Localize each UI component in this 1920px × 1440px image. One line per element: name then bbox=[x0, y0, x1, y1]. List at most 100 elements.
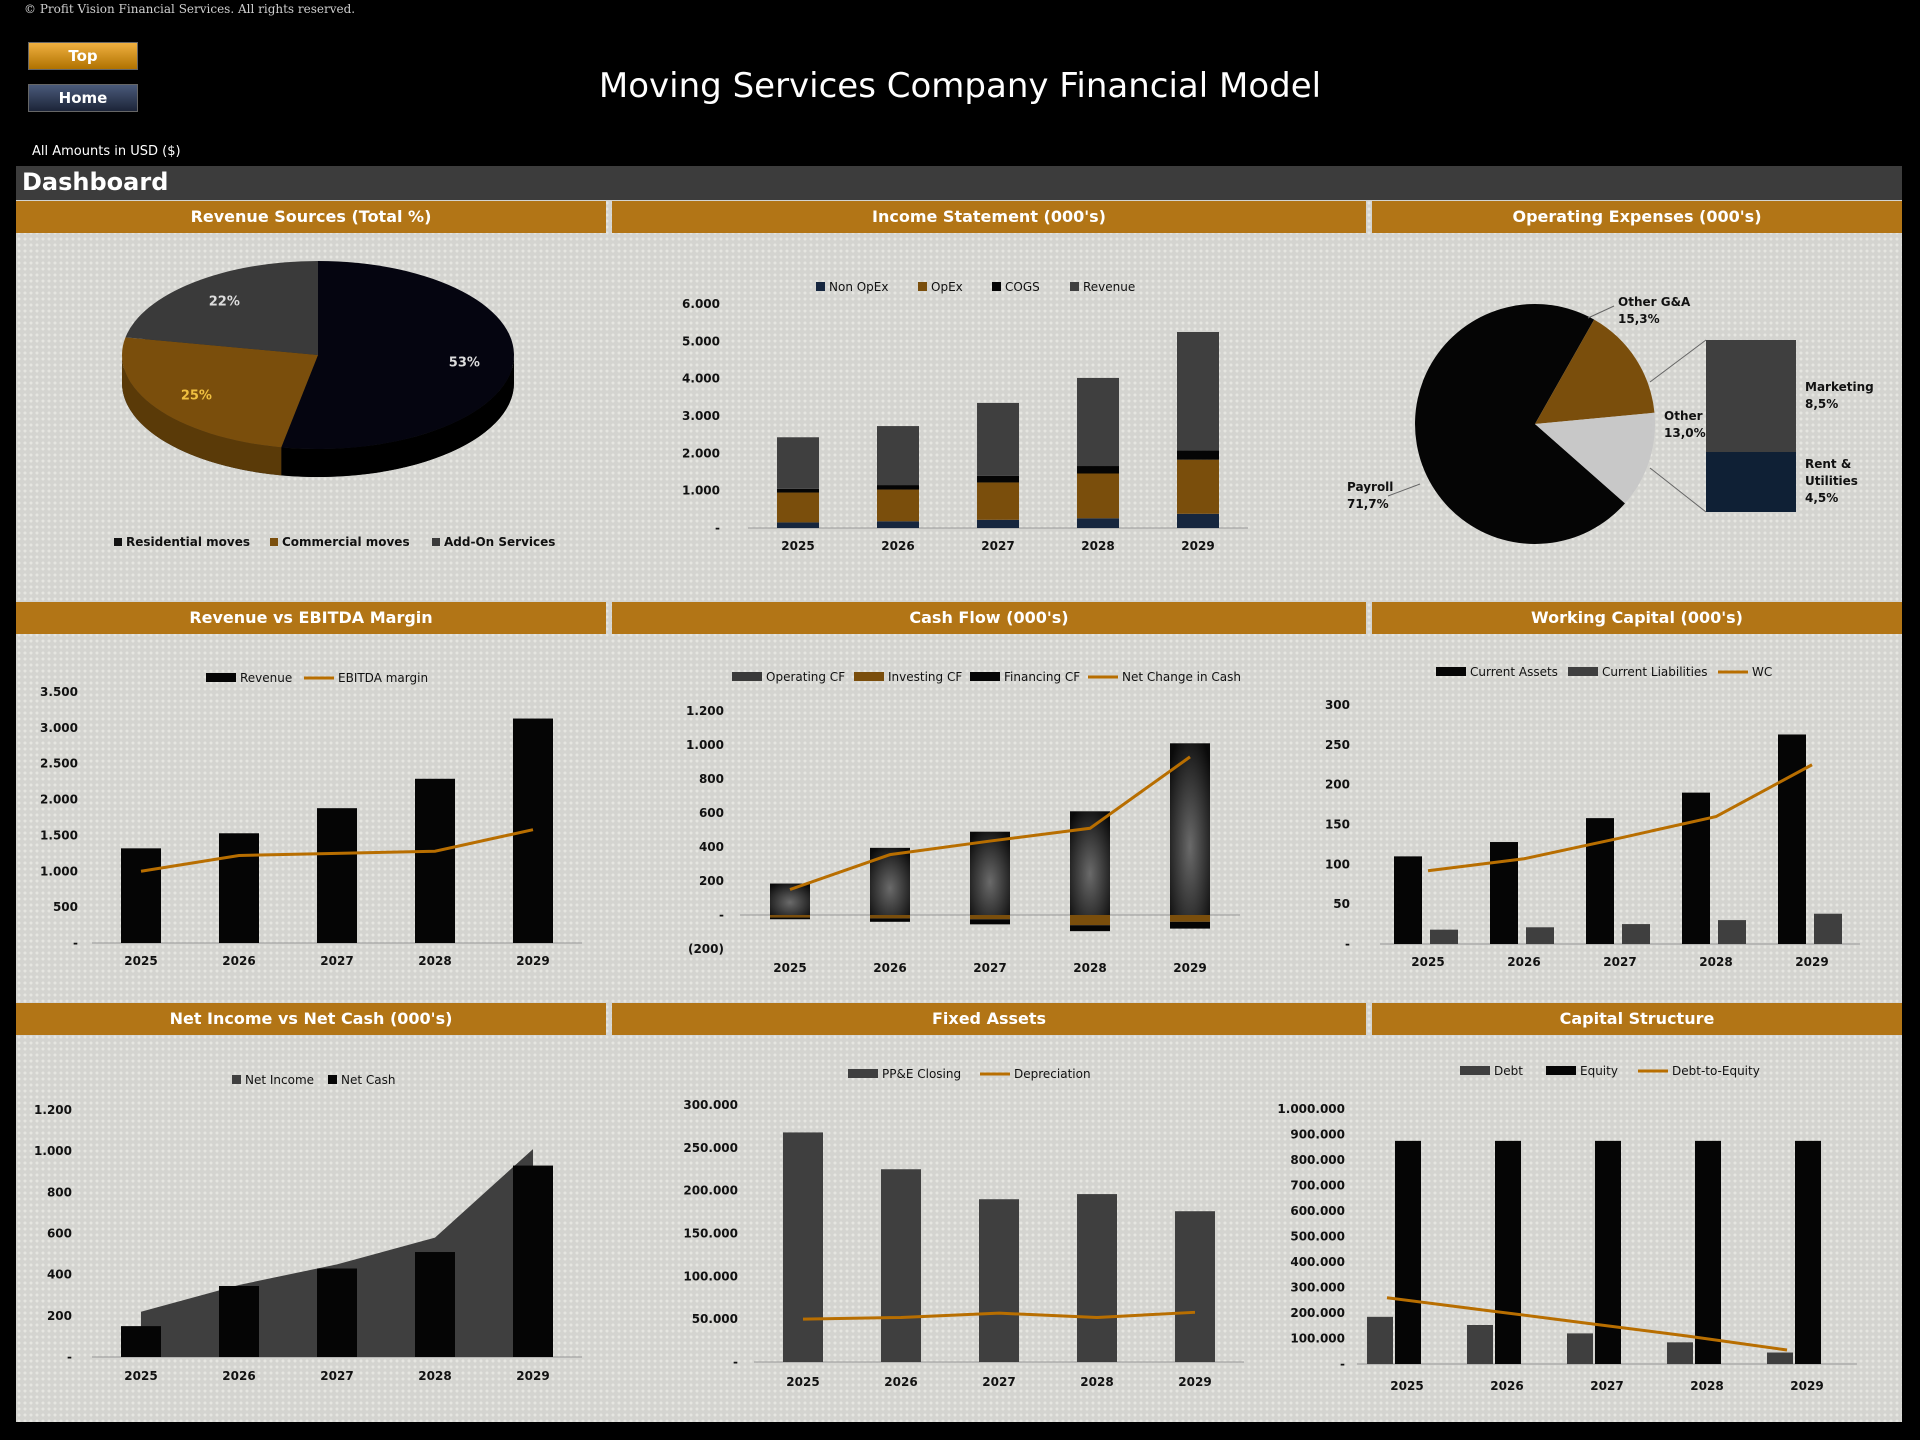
opex-label: 4,5% bbox=[1805, 491, 1838, 505]
ni-ytick: 400 bbox=[47, 1268, 72, 1282]
cf-ytick: 400 bbox=[699, 840, 724, 854]
cf-ytick: - bbox=[719, 908, 724, 922]
re-legend-label: EBITDA margin bbox=[338, 671, 428, 685]
cs-ytick: 800.000 bbox=[1290, 1153, 1345, 1167]
wc-ytick: 50 bbox=[1333, 897, 1350, 911]
cs-legend-label: Debt bbox=[1494, 1064, 1523, 1078]
home-button[interactable]: Home bbox=[28, 84, 138, 112]
cf-legend-swatch bbox=[732, 672, 762, 681]
re-xtick: 2029 bbox=[516, 954, 549, 968]
is-ytick: 1.000 bbox=[682, 484, 720, 498]
copyright: © Profit Vision Financial Services. All … bbox=[24, 2, 356, 16]
is-legend-swatch bbox=[918, 282, 927, 291]
opex-bar-rent-utilities bbox=[1706, 452, 1796, 512]
is-xtick: 2025 bbox=[781, 539, 814, 553]
cs-ytick: 1.000.000 bbox=[1277, 1102, 1345, 1116]
cf-legend-label: Financing CF bbox=[1004, 670, 1080, 684]
re-ytick: 2.000 bbox=[40, 793, 78, 807]
is-bar-revenue bbox=[1177, 332, 1219, 451]
wc-ytick: 150 bbox=[1325, 818, 1350, 832]
is-legend-swatch bbox=[1070, 282, 1079, 291]
wc-ytick: 300 bbox=[1325, 698, 1350, 712]
cs-legend-label: Debt-to-Equity bbox=[1672, 1064, 1760, 1078]
pie-data-label: 22% bbox=[209, 295, 240, 310]
re-legend-label: Revenue bbox=[240, 671, 292, 685]
is-xtick: 2026 bbox=[881, 539, 914, 553]
wc-xtick: 2025 bbox=[1411, 955, 1444, 969]
cf-ytick: (200) bbox=[688, 942, 724, 956]
wc-bar-current-assets bbox=[1490, 842, 1518, 944]
cf-bar-operating-cf bbox=[970, 831, 1010, 915]
cf-bar-investing-cf bbox=[870, 915, 910, 919]
legend-label: Residential moves bbox=[126, 535, 250, 549]
is-bar-opex bbox=[1177, 459, 1219, 514]
panel-head-capital-structure: Capital Structure bbox=[1372, 1003, 1902, 1035]
fa-legend-label: Depreciation bbox=[1014, 1067, 1091, 1081]
cs-ytick: 400.000 bbox=[1290, 1255, 1345, 1269]
cs-bar-debt bbox=[1367, 1316, 1393, 1364]
currency-note: All Amounts in USD ($) bbox=[32, 144, 181, 159]
ni-legend-swatch bbox=[328, 1075, 337, 1084]
cf-ytick: 800 bbox=[699, 772, 724, 786]
is-bar-cogs bbox=[777, 488, 819, 493]
opex-label: 13,0% bbox=[1664, 426, 1706, 440]
re-xtick: 2026 bbox=[222, 954, 255, 968]
re-bar-revenue bbox=[415, 778, 455, 943]
re-xtick: 2027 bbox=[320, 954, 353, 968]
opex-connector bbox=[1649, 339, 1707, 383]
is-bar-non-opex bbox=[977, 519, 1019, 528]
is-xtick: 2029 bbox=[1181, 539, 1214, 553]
opex-label: Marketing bbox=[1805, 380, 1874, 394]
is-ytick: 3.000 bbox=[682, 409, 720, 423]
wc-ytick: 100 bbox=[1325, 857, 1350, 871]
cf-bar-operating-cf bbox=[870, 847, 910, 915]
cs-bar-equity bbox=[1595, 1140, 1621, 1364]
cs-legend-label: Equity bbox=[1580, 1064, 1618, 1078]
pie-side-commercial-moves bbox=[121, 355, 282, 476]
is-bar-cogs bbox=[1077, 466, 1119, 474]
ni-xtick: 2026 bbox=[222, 1369, 255, 1383]
re-bar-revenue bbox=[219, 833, 259, 943]
cs-legend-swatch bbox=[1460, 1066, 1490, 1075]
cs-xtick: 2029 bbox=[1790, 1379, 1823, 1393]
pie-slice-commercial-moves bbox=[122, 337, 318, 448]
cf-legend-swatch bbox=[854, 672, 884, 681]
ni-ytick: 1.000 bbox=[34, 1144, 72, 1158]
re-bar-revenue bbox=[317, 808, 357, 943]
ni-ytick: 800 bbox=[47, 1185, 72, 1199]
cf-bar-investing-cf bbox=[770, 915, 810, 918]
opex-label: 8,5% bbox=[1805, 397, 1838, 411]
cf-bar-investing-cf bbox=[970, 915, 1010, 920]
fa-bar-ppe-closing bbox=[979, 1199, 1019, 1362]
wc-legend-label: Current Assets bbox=[1470, 665, 1558, 679]
revenue-sources-chart bbox=[114, 261, 515, 546]
is-legend-label: OpEx bbox=[931, 280, 963, 294]
is-bar-non-opex bbox=[877, 521, 919, 528]
re-ytick: - bbox=[73, 936, 78, 950]
top-button[interactable]: Top bbox=[28, 42, 138, 70]
cf-legend-label: Investing CF bbox=[888, 670, 962, 684]
cf-legend-swatch bbox=[970, 672, 1000, 681]
is-bar-revenue bbox=[877, 426, 919, 486]
pie-side-residential-moves bbox=[281, 355, 514, 477]
is-bar-cogs bbox=[877, 485, 919, 490]
re-ytick: 3.500 bbox=[40, 685, 78, 699]
opex-label: 15,3% bbox=[1618, 312, 1660, 326]
fa-bar-ppe-closing bbox=[881, 1169, 921, 1362]
cs-bar-debt bbox=[1667, 1342, 1693, 1364]
ni-legend-swatch bbox=[232, 1075, 241, 1084]
wc-ytick: 250 bbox=[1325, 738, 1350, 752]
opex-label: Other bbox=[1664, 409, 1703, 423]
fa-xtick: 2027 bbox=[982, 1375, 1015, 1389]
fa-bar-ppe-closing bbox=[1077, 1194, 1117, 1362]
wc-bar-current-liabilities bbox=[1526, 927, 1554, 944]
cs-ytick: 200.000 bbox=[1290, 1306, 1345, 1320]
wc-xtick: 2027 bbox=[1603, 955, 1636, 969]
is-ytick: 2.000 bbox=[682, 446, 720, 460]
dashboard-bar: Dashboard bbox=[16, 166, 1902, 200]
wc-bar-current-liabilities bbox=[1430, 929, 1458, 944]
cs-xtick: 2025 bbox=[1390, 1379, 1423, 1393]
wc-ytick: 200 bbox=[1325, 778, 1350, 792]
fa-xtick: 2029 bbox=[1178, 1375, 1211, 1389]
